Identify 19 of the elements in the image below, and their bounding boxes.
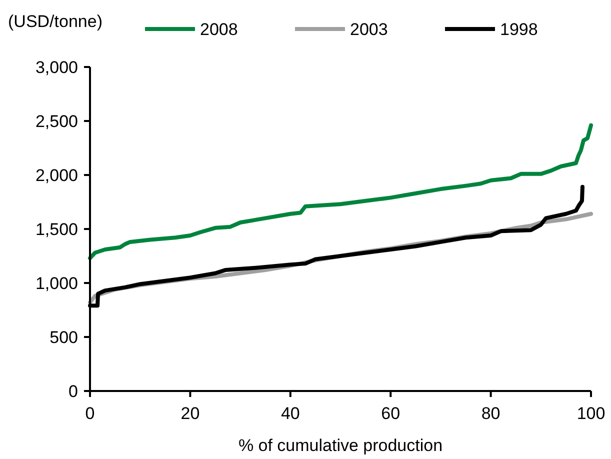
y-tick-label: 3,000 [35,58,78,77]
y-tick-label: 1,000 [35,274,78,293]
y-tick-label: 0 [68,382,78,401]
x-tick-label: 60 [381,404,400,423]
legend-label: 2003 [350,20,388,39]
legend-label: 1998 [500,20,538,39]
x-tick-label: 0 [85,404,95,423]
y-tick-label: 500 [50,328,78,347]
y-tick-label: 2,500 [35,112,78,131]
line-series [88,123,593,260]
x-tick-label: 40 [280,404,300,423]
y-axis-title: (USD/tonne) [8,12,102,31]
x-tick-label: 20 [180,404,200,423]
y-tick-label: 1,500 [35,220,78,239]
legend-label: 2008 [200,20,238,39]
x-tick-label: 100 [576,404,606,423]
x-axis-title: % of cumulative production [238,436,443,455]
y-tick-label: 2,000 [35,166,78,185]
x-tick-label: 80 [481,404,500,423]
